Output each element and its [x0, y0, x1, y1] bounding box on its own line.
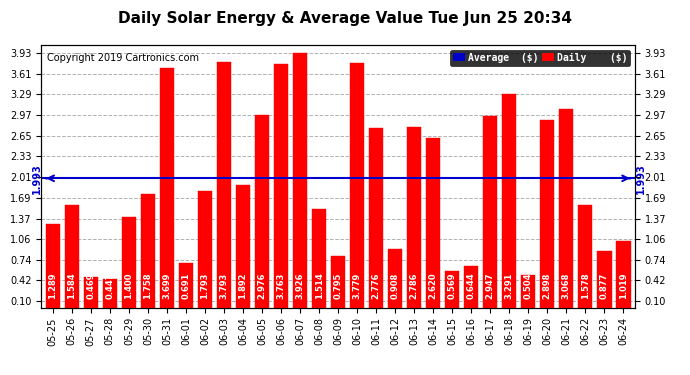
Text: 2.947: 2.947: [486, 273, 495, 299]
Bar: [598, 251, 611, 308]
Bar: [274, 64, 288, 308]
Bar: [236, 185, 250, 308]
Text: 2.786: 2.786: [410, 273, 419, 299]
Text: 0.469: 0.469: [86, 273, 95, 299]
Bar: [293, 53, 307, 307]
Text: 3.699: 3.699: [162, 273, 171, 299]
Text: Copyright 2019 Cartronics.com: Copyright 2019 Cartronics.com: [48, 53, 199, 63]
Bar: [331, 256, 345, 307]
Bar: [578, 205, 593, 308]
Bar: [502, 94, 516, 308]
Bar: [160, 68, 174, 308]
Bar: [369, 128, 383, 308]
Bar: [103, 279, 117, 308]
Text: 3.068: 3.068: [562, 273, 571, 299]
Bar: [65, 205, 79, 308]
Text: 1.578: 1.578: [581, 273, 590, 299]
Bar: [521, 275, 535, 308]
Bar: [83, 277, 98, 308]
Bar: [121, 217, 136, 308]
Text: 2.776: 2.776: [372, 273, 381, 299]
Text: 0.691: 0.691: [181, 273, 190, 299]
Text: 2.976: 2.976: [257, 273, 266, 299]
Bar: [217, 62, 231, 308]
Text: 1.289: 1.289: [48, 273, 57, 299]
Bar: [616, 242, 631, 308]
Text: 1.514: 1.514: [315, 272, 324, 299]
Text: 3.763: 3.763: [277, 273, 286, 299]
Bar: [445, 271, 460, 308]
Text: 1.993: 1.993: [32, 163, 42, 194]
Bar: [464, 266, 478, 308]
Bar: [198, 191, 212, 308]
Text: 3.793: 3.793: [219, 273, 228, 299]
Text: 1.400: 1.400: [124, 273, 133, 299]
Bar: [407, 127, 422, 308]
Text: 1.758: 1.758: [144, 273, 152, 299]
Bar: [46, 224, 60, 308]
Bar: [483, 117, 497, 308]
Text: 0.795: 0.795: [333, 273, 343, 299]
Text: 3.779: 3.779: [353, 273, 362, 299]
Bar: [426, 138, 440, 308]
Text: 0.877: 0.877: [600, 273, 609, 299]
Bar: [312, 209, 326, 308]
Bar: [255, 115, 269, 308]
Text: 1.993: 1.993: [635, 163, 646, 194]
Text: 3.291: 3.291: [505, 273, 514, 299]
Bar: [141, 194, 155, 308]
Text: 2.620: 2.620: [428, 273, 437, 299]
Text: Daily Solar Energy & Average Value Tue Jun 25 20:34: Daily Solar Energy & Average Value Tue J…: [118, 11, 572, 26]
Text: 0.504: 0.504: [524, 273, 533, 299]
Text: 3.926: 3.926: [295, 273, 304, 299]
Text: 1.019: 1.019: [619, 273, 628, 299]
Text: 0.644: 0.644: [466, 273, 475, 299]
Text: 2.898: 2.898: [543, 273, 552, 299]
Text: 0.569: 0.569: [448, 273, 457, 299]
Text: 0.908: 0.908: [391, 273, 400, 299]
Text: 1.793: 1.793: [201, 273, 210, 299]
Legend: Average  ($), Daily    ($): Average ($), Daily ($): [450, 50, 630, 66]
Text: 1.892: 1.892: [239, 273, 248, 299]
Bar: [388, 249, 402, 308]
Bar: [350, 63, 364, 308]
Text: 0.447: 0.447: [106, 273, 115, 299]
Bar: [559, 109, 573, 308]
Bar: [179, 263, 193, 308]
Text: 1.584: 1.584: [68, 273, 77, 299]
Bar: [540, 120, 555, 308]
